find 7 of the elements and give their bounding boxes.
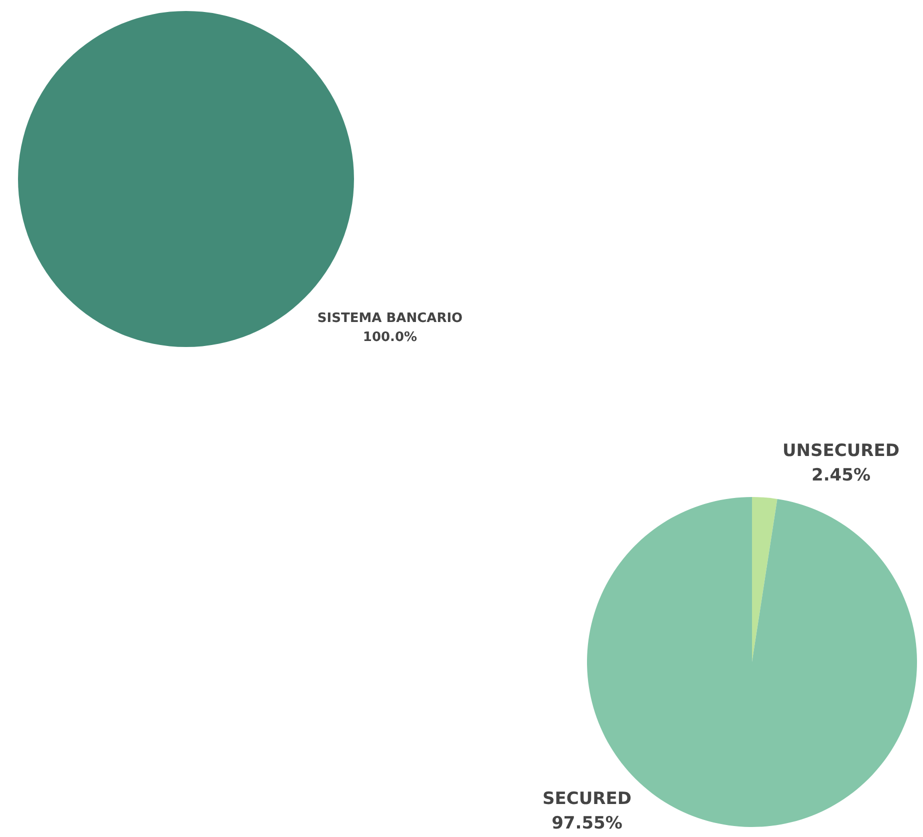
data-label: 2.45%	[812, 466, 870, 486]
slice-label: SECURED	[542, 789, 632, 809]
pie-slice	[752, 497, 778, 662]
data-label: 97.55%	[552, 814, 622, 834]
slice-label: UNSECURED	[782, 441, 900, 461]
data-label: 100.0%	[362, 330, 418, 345]
slice-label: SISTEMA BANCARIO	[317, 311, 463, 326]
